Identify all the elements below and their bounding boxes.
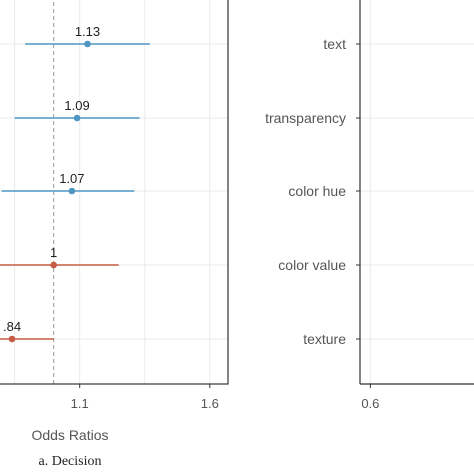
point-color-value: [50, 261, 57, 269]
category-label-texture: texture: [303, 331, 346, 347]
data-label-texture: .84: [3, 319, 21, 334]
right-panel: text transparency color hue color value text…: [265, 0, 474, 411]
data-label-color-hue: 1.07: [59, 171, 84, 186]
x-tick-label-1-1: 1.1: [71, 396, 89, 411]
category-label-color-hue: color hue: [288, 183, 346, 199]
left-panel: 1.1 1.6 1.13 1.09 1.07 1 .84: [0, 0, 229, 411]
point-text: [84, 40, 91, 48]
data-label-color-value: 1: [50, 245, 57, 260]
data-label-transparency: 1.09: [64, 98, 89, 113]
point-transparency: [73, 114, 81, 122]
figure-caption: a. Decision: [39, 454, 102, 469]
point-texture: [8, 335, 16, 343]
data-label-text: 1.13: [75, 24, 100, 39]
category-label-text: text: [323, 36, 346, 52]
x-axis-title: Odds Ratios: [31, 427, 108, 443]
category-label-color-value: color value: [278, 257, 346, 273]
point-color-hue: [68, 187, 76, 195]
left-panel-border: [0, 0, 229, 385]
x-tick-label-1-6: 1.6: [201, 396, 219, 411]
category-label-transparency: transparency: [265, 110, 346, 126]
x-tick-label-0-6: 0.6: [361, 396, 379, 411]
